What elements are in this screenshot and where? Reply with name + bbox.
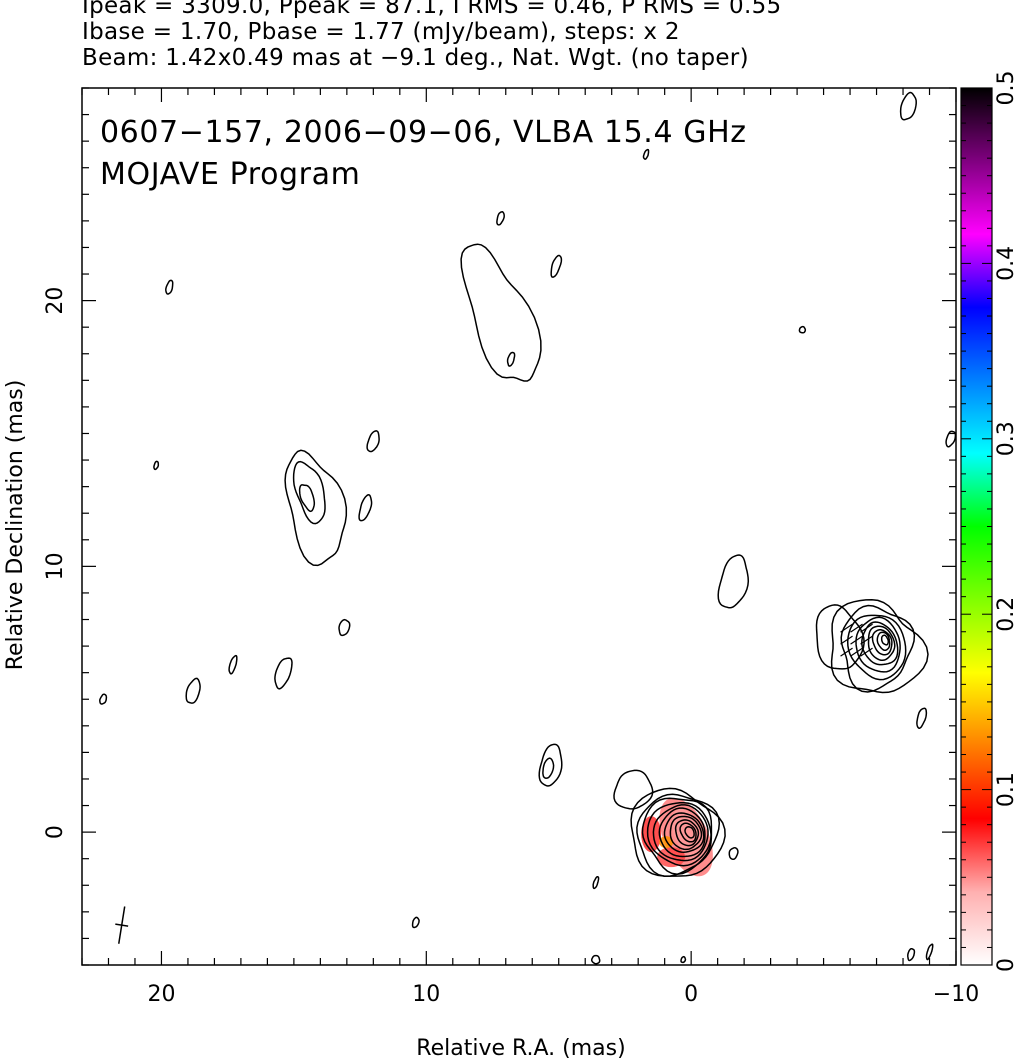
- colorbar-label: 0.5: [994, 71, 1019, 106]
- contour-layer: [99, 91, 956, 965]
- diffuse-contour: [460, 243, 542, 382]
- jet-contour: [840, 604, 916, 693]
- beam-marker: [115, 906, 129, 944]
- core-contour: [641, 797, 713, 876]
- core-contour: [636, 793, 721, 877]
- colorbar-label: 0.2: [994, 597, 1019, 632]
- small-contour: [411, 916, 420, 929]
- small-contour: [99, 693, 108, 705]
- core-contour: [674, 819, 700, 847]
- evpa-vector: [840, 635, 853, 645]
- beam-minor-axis: [115, 923, 129, 927]
- evpa-vector: [840, 623, 853, 633]
- y-tick-label: 10: [43, 552, 68, 580]
- small-contour: [798, 325, 807, 334]
- x-tick-label: 0: [684, 982, 698, 1007]
- axis-ticks: [81, 87, 957, 966]
- colorbar-label: 0.1: [994, 772, 1019, 807]
- colorbar-labels: 0 0.1 0.2 0.3 0.4 0.5: [994, 71, 1019, 973]
- core-contour: [684, 826, 695, 839]
- evpa-vector: [850, 623, 863, 633]
- diffuse-contour: [284, 449, 348, 567]
- small-contour: [680, 955, 687, 964]
- x-tick-label: 20: [147, 982, 175, 1007]
- small-contour: [907, 947, 916, 962]
- jet-contour: [871, 629, 893, 656]
- small-contour: [338, 618, 351, 637]
- small-contour: [728, 846, 739, 860]
- small-contour: [590, 954, 601, 965]
- evpa-vector: [840, 647, 853, 657]
- header-line-1: Ipeak = 3309.0, Ppeak = 87.1, I RMS = 0.…: [82, 0, 782, 19]
- y-tick-label: 20: [43, 287, 68, 315]
- pol-patch-core: [657, 847, 686, 868]
- y-axis-label: Relative Declination (mas): [3, 380, 28, 671]
- chart-title: 0607−157, 2006−09−06, VLBA 15.4 GHz: [100, 115, 747, 150]
- evpa-layer: [840, 623, 873, 657]
- y-tick-label: 0: [43, 825, 68, 839]
- x-tick-label: −10: [933, 982, 979, 1007]
- diffuse-contour: [538, 743, 563, 787]
- small-contour: [366, 430, 380, 453]
- colorbar-label: 0: [994, 958, 1019, 972]
- axis-tick-labels: 20 10 0 −10 0 10 20: [43, 287, 979, 1007]
- plot-frame: [81, 87, 957, 966]
- diffuse-contour: [298, 484, 316, 513]
- evpa-vector: [850, 647, 863, 657]
- small-contour: [228, 654, 238, 675]
- diffuse-contour: [542, 757, 555, 779]
- evpa-vector: [850, 635, 863, 645]
- small-contour: [496, 211, 505, 226]
- small-contour: [274, 657, 293, 690]
- x-tick-label: 10: [412, 982, 440, 1007]
- small-contour: [899, 91, 917, 121]
- core-contour: [669, 815, 703, 851]
- evpa-vector: [860, 647, 873, 657]
- small-contour: [642, 148, 650, 160]
- evpa-vector: [860, 623, 873, 633]
- jet-contour: [830, 598, 929, 694]
- core-contour: [679, 822, 697, 843]
- diffuse-contour: [717, 554, 750, 609]
- diffuse-contour: [292, 460, 326, 525]
- small-contour: [153, 460, 160, 471]
- x-axis-label: Relative R.A. (mas): [416, 1036, 625, 1060]
- jet-contour: [815, 604, 865, 670]
- header-line-2: Ibase = 1.70, Pbase = 1.77 (mJy/beam), s…: [82, 19, 680, 45]
- small-contour: [592, 875, 600, 890]
- core-contour: [652, 804, 709, 862]
- colorbar-ticks: [961, 87, 992, 966]
- small-contour: [165, 279, 174, 295]
- jet-contour: [846, 614, 907, 681]
- colorbar-label: 0.4: [994, 246, 1019, 281]
- small-contour: [925, 943, 934, 961]
- small-contour: [185, 677, 201, 704]
- chart-subtitle: MOJAVE Program: [100, 157, 360, 192]
- core-contour: [646, 801, 712, 867]
- evpa-vector: [860, 635, 873, 645]
- small-contour: [506, 351, 516, 367]
- core-contour: [630, 787, 726, 877]
- small-contour: [358, 494, 373, 522]
- jet-contour: [876, 631, 891, 651]
- jet-contour: [880, 634, 890, 646]
- core-contour: [613, 769, 654, 810]
- jet-contour: [867, 625, 896, 662]
- colorbar-label: 0.3: [994, 421, 1019, 456]
- core-contour: [663, 812, 705, 853]
- core-contour: [658, 807, 706, 858]
- header-line-3: Beam: 1.42x0.49 mas at −9.1 deg., Nat. W…: [82, 45, 749, 71]
- small-contour: [550, 254, 563, 278]
- small-contour: [945, 430, 956, 448]
- small-contour: [916, 707, 928, 729]
